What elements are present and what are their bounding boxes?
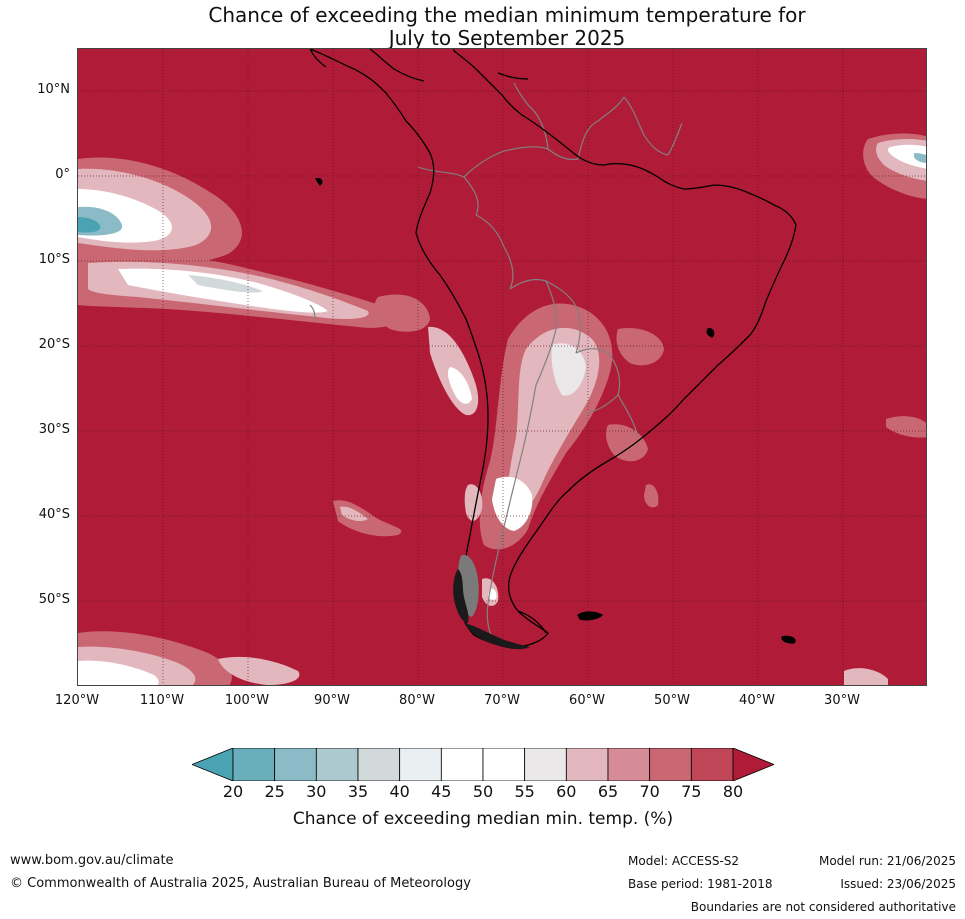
lon-label-40w: 40°W xyxy=(739,693,775,708)
lat-label-40s: 40°S xyxy=(38,507,70,522)
map-title: Chance of exceeding the median minimum t… xyxy=(77,4,937,50)
lon-label-60w: 60°W xyxy=(569,693,605,708)
lon-label-110w: 110°W xyxy=(139,693,185,708)
lon-label-80w: 80°W xyxy=(399,693,435,708)
colorbar-tick-35: 35 xyxy=(347,782,369,801)
pacific-small-patches xyxy=(78,500,402,685)
lat-label-30s: 30°S xyxy=(38,422,70,437)
issued-date: Issued: 23/06/2025 xyxy=(840,877,956,891)
lat-label-10n: 10°N xyxy=(37,82,70,97)
map-background-fill xyxy=(78,49,926,685)
lon-label-50w: 50°W xyxy=(654,693,690,708)
country-borders xyxy=(309,82,683,642)
lon-label-30w: 30°W xyxy=(824,693,860,708)
website-link[interactable]: www.bom.gov.au/climate xyxy=(10,853,174,868)
colorbar-segment xyxy=(482,747,526,782)
lat-label-0: 0° xyxy=(55,167,70,182)
lon-label-120w: 120°W xyxy=(54,693,100,708)
pacific-band-west xyxy=(78,157,242,265)
boundary-disclaimer: Boundaries are not considered authoritat… xyxy=(690,900,956,914)
lon-label-70w: 70°W xyxy=(484,693,520,708)
model-run-date: Model run: 21/06/2025 xyxy=(818,854,956,868)
colorbar-tick-30: 30 xyxy=(306,782,327,801)
colorbar-segment xyxy=(232,747,276,782)
probability-map xyxy=(77,48,927,686)
colorbar-segment xyxy=(690,747,734,782)
colorbar-segment xyxy=(440,747,484,782)
map-canvas xyxy=(78,49,926,685)
colorbar-segment xyxy=(357,747,401,782)
colorbar-tick-45: 45 xyxy=(431,782,452,801)
colorbar-tick-60: 60 xyxy=(556,782,577,801)
colorbar-segment xyxy=(565,747,609,782)
south-america-coastline xyxy=(309,49,797,648)
lon-label-90w: 90°W xyxy=(314,693,350,708)
lat-label-50s: 50°S xyxy=(38,592,70,607)
map-title-line-2: July to September 2025 xyxy=(388,26,626,50)
colorbar-label: Chance of exceeding median min. temp. (%… xyxy=(292,809,674,829)
colorbar-tick-50: 50 xyxy=(472,782,494,801)
colorbar-segment xyxy=(315,747,359,782)
map-title-line-1: Chance of exceeding the median minimum t… xyxy=(208,3,806,27)
colorbar-arrow-high xyxy=(732,747,776,782)
colorbar-tick-65: 65 xyxy=(597,782,619,801)
colorbar-segment xyxy=(399,747,442,782)
colorbar-arrow-low xyxy=(190,747,234,782)
model-name: Model: ACCESS-S2 xyxy=(628,854,740,868)
colorbar-tick-20: 20 xyxy=(222,782,244,801)
lon-label-100w: 100°W xyxy=(224,693,270,708)
colorbar-segment xyxy=(274,747,317,782)
colorbar-tick-40: 40 xyxy=(389,782,410,801)
colorbar-tick-25: 25 xyxy=(264,782,285,801)
chile-fjords xyxy=(453,554,530,650)
lat-label-20s: 20°S xyxy=(38,337,70,352)
colorbar-segment xyxy=(649,747,692,782)
colorbar-scale xyxy=(190,747,776,782)
colorbar-tick-75: 75 xyxy=(681,782,702,801)
colorbar-tick-55: 55 xyxy=(514,782,535,801)
colorbar-tick-80: 80 xyxy=(722,782,744,801)
colorbar-segment xyxy=(524,747,567,782)
pacific-band-central xyxy=(78,252,401,328)
colorbar-segment xyxy=(607,747,651,782)
colorbar-tick-70: 70 xyxy=(639,782,660,801)
lat-label-10s: 10°S xyxy=(38,252,70,267)
base-period: Base period: 1981-2018 xyxy=(628,877,773,891)
graticule xyxy=(78,49,926,685)
copyright-notice: © Commonwealth of Australia 2025, Austra… xyxy=(10,876,471,891)
pacific-band-east xyxy=(374,294,479,416)
colorbar xyxy=(190,747,776,782)
atlantic-patches xyxy=(844,133,926,685)
